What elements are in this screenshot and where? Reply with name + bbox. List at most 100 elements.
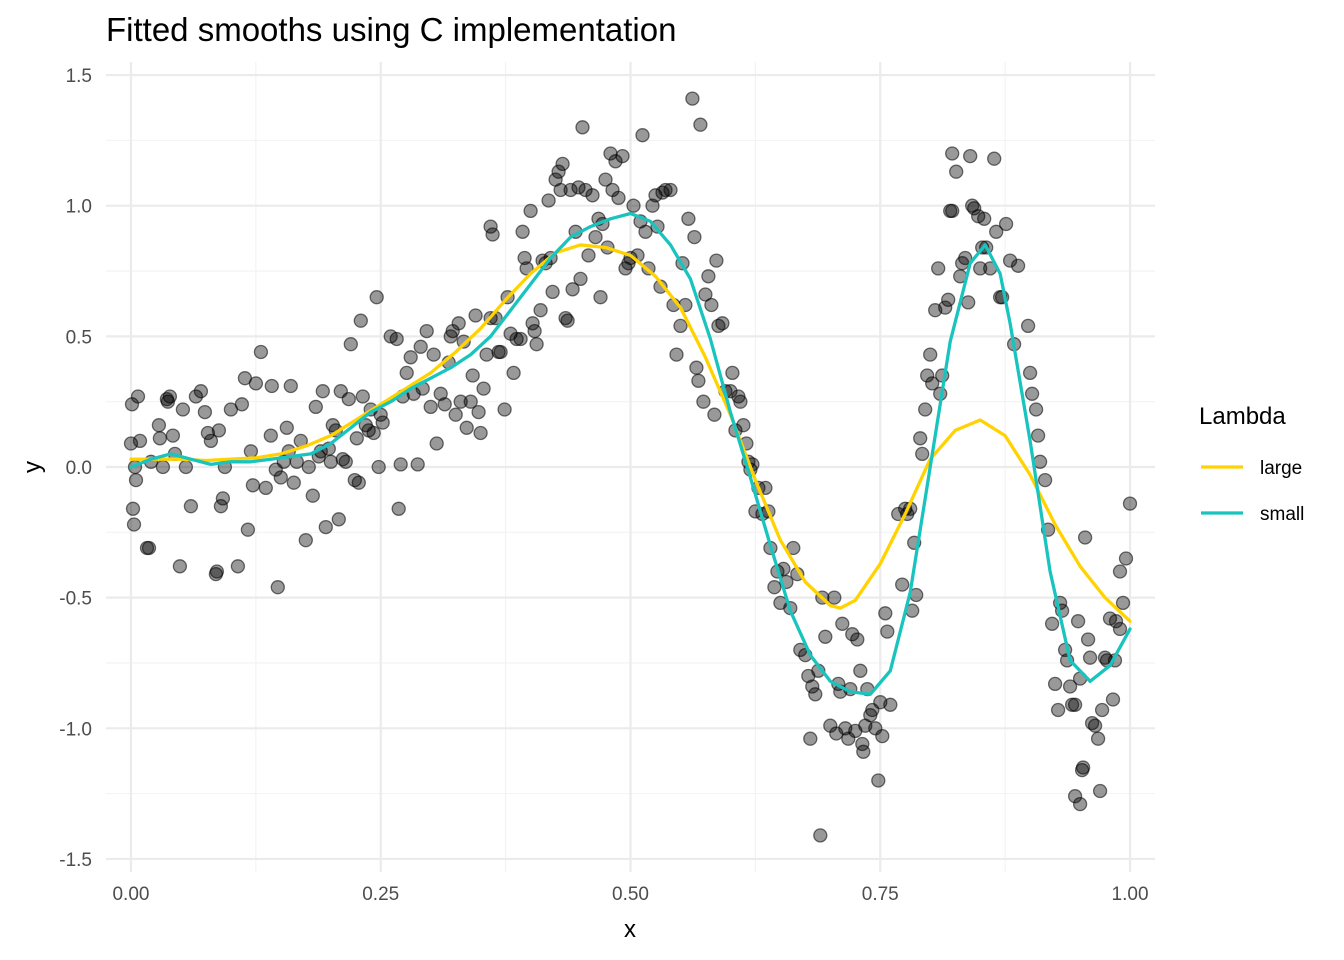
data-point [663,182,678,198]
data-point [375,415,390,430]
data-point [517,250,532,266]
data-point [519,261,534,276]
data-point [1087,718,1103,733]
data-point [853,663,868,678]
data-point [426,347,441,362]
data-point [1112,564,1128,579]
data-point [963,148,978,164]
data-point [188,389,204,404]
data-point [243,444,259,459]
data-point [527,323,542,339]
data-point [850,632,865,647]
data-point [808,687,823,702]
data-point [369,290,384,305]
data-point [459,420,474,435]
data-point [485,227,500,242]
data-point [895,577,910,592]
data-point [479,347,494,362]
data-point [977,211,992,226]
data-point [541,193,556,208]
data-point [1030,428,1046,443]
data-point [1118,551,1134,566]
data-point [1028,402,1044,417]
data-point [573,271,588,287]
data-point [1108,614,1124,629]
data-point [1050,702,1066,718]
data-point [1020,318,1036,334]
data-point [961,295,976,310]
data-point [132,433,148,449]
y-axis-ticks: 1.5 1.0 0.5 0.0 -0.5 -1.0 -1.5 [59,66,92,871]
data-point [493,344,508,360]
data-point [555,156,570,172]
data-point [353,313,368,328]
data-point [707,407,722,422]
data-point [1047,676,1063,692]
data-point [878,606,893,621]
data-point [733,394,748,409]
data-point [1002,253,1018,268]
data-point [1044,616,1060,631]
data-point [355,389,370,404]
data-point [1062,679,1078,694]
data-point [958,250,973,266]
data-point [298,533,313,548]
data-point [513,331,528,347]
data-point [805,679,820,694]
data-point [471,404,486,420]
data-point [301,459,316,475]
data-point [473,425,488,441]
data-point [456,334,471,349]
data-point [506,365,521,381]
legend-label-large: large [1260,458,1302,479]
data-point [128,472,144,488]
legend-title: Lambda [1199,403,1286,430]
data-point [476,381,491,396]
data-point [967,201,982,216]
data-point [701,269,716,284]
data-point [1077,530,1093,545]
data-point [575,120,590,135]
data-point [689,360,704,375]
data-point [803,731,818,746]
y-tick-label: 1.0 [66,197,92,218]
data-point [1067,789,1083,804]
data-point [341,391,356,407]
data-point [693,117,708,132]
data-point [545,284,560,300]
data-point [183,499,199,514]
data-point [453,394,468,409]
data-point [209,564,225,579]
data-point [915,446,930,462]
data-point [315,384,330,399]
data-point [1022,365,1038,381]
data-point [813,828,828,843]
legend-label-small: small [1260,504,1304,525]
data-point [585,188,600,203]
data-point [264,378,279,394]
y-tick-label: 0.0 [66,458,92,479]
data-point [234,397,250,412]
data-point [635,128,650,143]
data-point [883,697,898,712]
data-point [918,402,933,417]
data-point [448,407,463,422]
data-point [1037,472,1053,488]
data-point [391,501,406,516]
data-point [938,300,953,315]
data-point [856,744,871,759]
data-point [451,316,466,331]
data-point [240,522,256,537]
data-point [270,580,285,595]
data-point [658,182,673,198]
data-point [258,480,273,496]
data-point [835,616,850,631]
data-point [152,431,168,446]
data-point [529,337,544,352]
data-point [123,436,139,451]
y-tick-label: -1.0 [59,719,92,740]
series-line-large [129,243,1132,623]
data-point [880,624,895,639]
data-point [515,224,530,239]
data-point [305,488,320,503]
